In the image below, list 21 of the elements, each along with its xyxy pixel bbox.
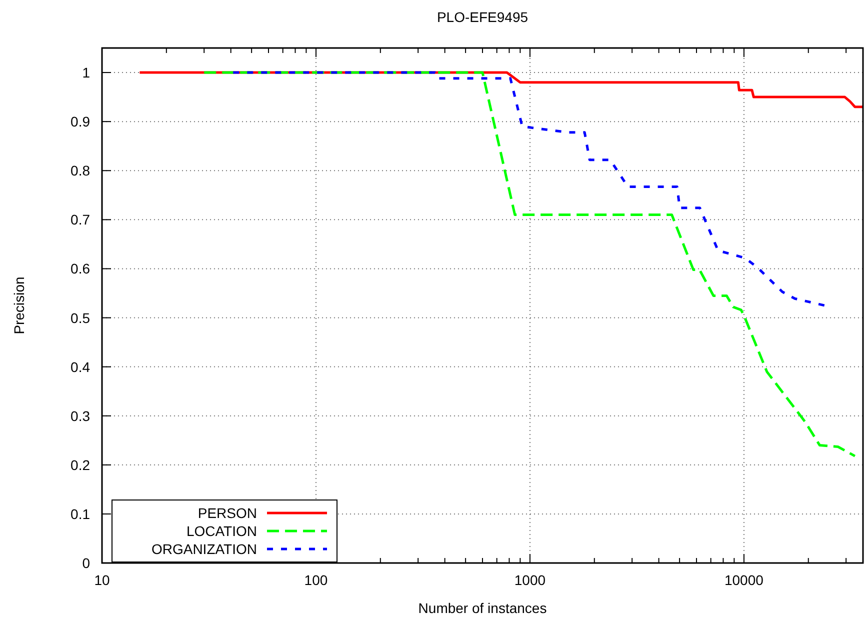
y-tick-label: 0.7 [70,212,90,228]
y-tick-label: 0.8 [70,162,90,179]
chart-title: PLO-EFE9495 [436,9,528,25]
x-tick-label: 100 [304,572,328,588]
y-tick-label: 0.6 [70,260,90,277]
y-tick-label: 0.9 [70,114,90,130]
y-axis-title: Precision [11,276,27,334]
y-tick-label: 0.3 [70,408,90,424]
y-tick-label: 1 [82,64,90,81]
legend-label: ORGANIZATION [151,541,257,557]
y-tick-label: 0.1 [70,506,90,522]
y-tick-label: 0.4 [70,358,90,375]
legend-label: PERSON [198,505,257,521]
x-tick-label: 10000 [724,572,764,588]
y-tick-label: 0.2 [70,456,90,473]
legend-label: LOCATION [186,523,257,539]
x-tick-label: 1000 [514,572,546,588]
y-tick-label: 0 [82,555,90,571]
x-tick-label: 10 [94,572,110,588]
y-tick-label: 0.5 [70,310,90,326]
x-axis-title: Number of instances [418,600,547,616]
